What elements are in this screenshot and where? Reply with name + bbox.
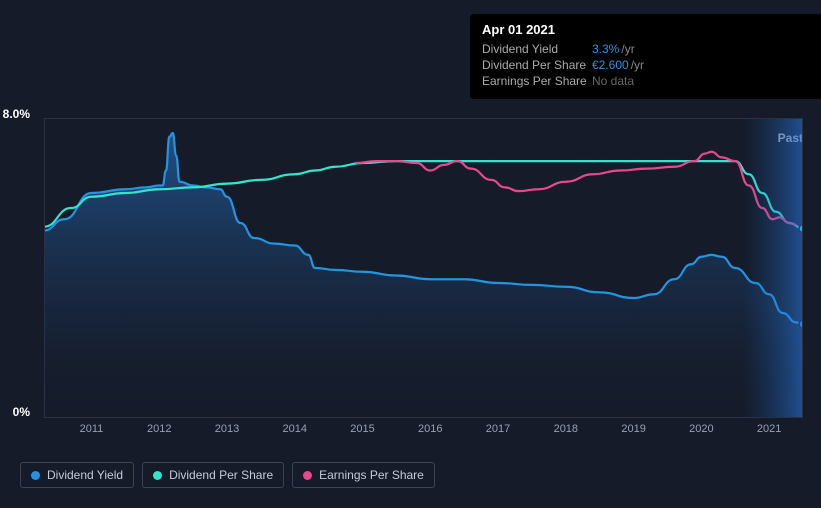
series-line-2 bbox=[356, 152, 796, 225]
x-tick-label: 2020 bbox=[689, 423, 713, 435]
legend-dot-icon bbox=[31, 471, 40, 480]
legend-item[interactable]: Dividend Per Share bbox=[142, 462, 284, 488]
x-tick-label: 2013 bbox=[215, 423, 239, 435]
legend-label: Earnings Per Share bbox=[319, 468, 424, 482]
x-tick-label: 2014 bbox=[282, 423, 306, 435]
x-tick-label: 2011 bbox=[80, 423, 104, 435]
tooltip-row-value: 3.3% bbox=[592, 42, 619, 56]
tooltip-row-label: Earnings Per Share bbox=[482, 74, 592, 88]
tooltip-row: Dividend Per Share€2.600 /yr bbox=[482, 57, 812, 73]
tooltip-date: Apr 01 2021 bbox=[482, 22, 812, 37]
x-tick-label: 2012 bbox=[147, 423, 171, 435]
tooltip-row: Dividend Yield3.3% /yr bbox=[482, 41, 812, 57]
tooltip-row-label: Dividend Yield bbox=[482, 42, 592, 56]
tooltip-row-value: €2.600 bbox=[592, 58, 629, 72]
chart-legend: Dividend Yield Dividend Per Share Earnings… bbox=[20, 462, 435, 488]
x-tick-label: 2016 bbox=[418, 423, 442, 435]
tooltip-row-unit: /yr bbox=[631, 58, 644, 72]
chart-svg[interactable] bbox=[44, 118, 803, 418]
legend-item[interactable]: Dividend Yield bbox=[20, 462, 134, 488]
dividend-yield-area bbox=[44, 133, 803, 418]
x-axis-labels: 2011 2012 2013 2014 2015 2016 2017 2018 2019 2020… bbox=[44, 423, 820, 443]
legend-dot-icon bbox=[153, 471, 162, 480]
tooltip-row-unit: /yr bbox=[621, 42, 634, 56]
x-tick-label: 2019 bbox=[621, 423, 645, 435]
legend-label: Dividend Yield bbox=[47, 468, 123, 482]
x-tick-label: 2021 bbox=[757, 423, 781, 435]
y-axis-max-label: 8.0% bbox=[0, 107, 30, 121]
legend-dot-icon bbox=[303, 471, 312, 480]
chart-tooltip: Apr 01 2021 Dividend Yield3.3% /yrDivide… bbox=[470, 14, 821, 99]
tooltip-row-value: No data bbox=[592, 74, 634, 88]
legend-label: Dividend Per Share bbox=[169, 468, 273, 482]
legend-item[interactable]: Earnings Per Share bbox=[292, 462, 435, 488]
x-tick-label: 2018 bbox=[554, 423, 578, 435]
tooltip-row-label: Dividend Per Share bbox=[482, 58, 592, 72]
x-tick-label: 2015 bbox=[350, 423, 374, 435]
x-tick-label: 2017 bbox=[486, 423, 510, 435]
y-axis-min-label: 0% bbox=[0, 405, 30, 419]
tooltip-row: Earnings Per ShareNo data bbox=[482, 73, 812, 89]
